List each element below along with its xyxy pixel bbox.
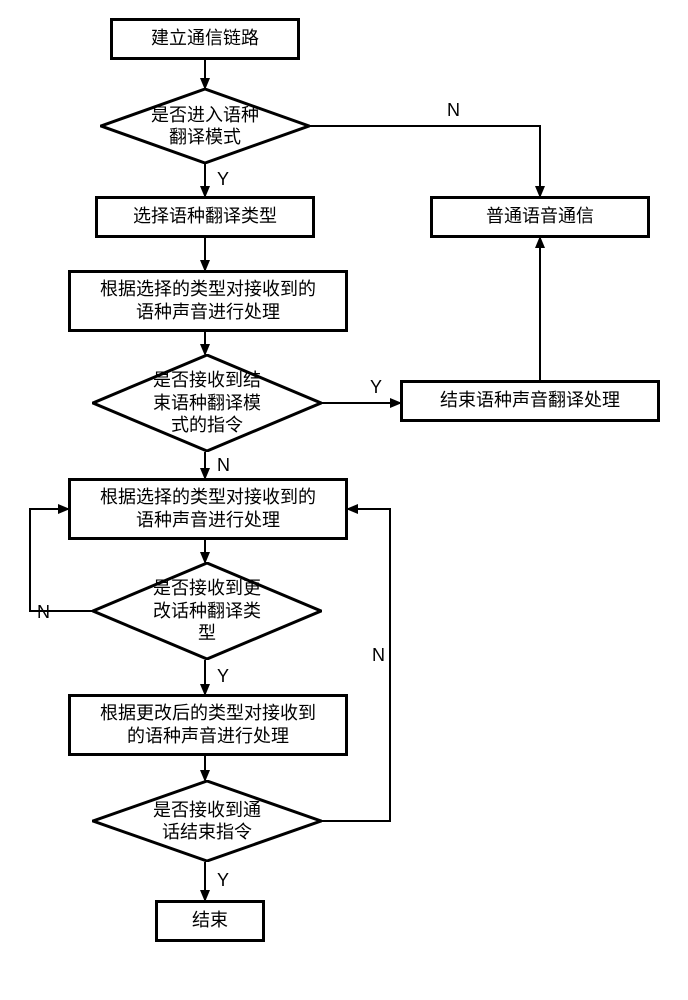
- node-end-translation: 结束语种声音翻译处理: [400, 380, 660, 422]
- node-text: 结束: [192, 909, 228, 932]
- decision-enter-mode: 是否进入语种翻译模式: [100, 88, 310, 164]
- label-d4-n: N: [370, 645, 387, 666]
- node-text: 结束语种声音翻译处理: [440, 389, 620, 412]
- decision-call-end: 是否接收到通话结束指令: [92, 780, 322, 862]
- decision-text: 是否进入语种翻译模式: [151, 104, 259, 149]
- label-d4-y: Y: [215, 870, 231, 891]
- label-d2-n: N: [215, 455, 232, 476]
- node-text: 根据选择的类型对接收到的语种声音进行处理: [100, 278, 316, 325]
- label-d3-y: Y: [215, 666, 231, 687]
- node-process-audio-1: 根据选择的类型对接收到的语种声音进行处理: [68, 270, 348, 332]
- node-text: 根据选择的类型对接收到的语种声音进行处理: [100, 486, 316, 533]
- label-d3-n: N: [35, 602, 52, 623]
- decision-change-type: 是否接收到更改话种翻译类型: [92, 562, 322, 660]
- decision-text: 是否接收到更改话种翻译类型: [153, 577, 261, 645]
- label-d1-n: N: [445, 100, 462, 121]
- decision-end-mode: 是否接收到结束语种翻译模式的指令: [92, 354, 322, 452]
- node-establish-link: 建立通信链路: [110, 18, 300, 60]
- decision-text: 是否接收到通话结束指令: [153, 799, 261, 844]
- node-text: 根据更改后的类型对接收到的语种声音进行处理: [100, 702, 316, 749]
- node-normal-voice: 普通语音通信: [430, 196, 650, 238]
- node-select-type: 选择语种翻译类型: [95, 196, 315, 238]
- node-text: 普通语音通信: [486, 205, 594, 228]
- decision-text: 是否接收到结束语种翻译模式的指令: [153, 369, 261, 437]
- node-process-changed: 根据更改后的类型对接收到的语种声音进行处理: [68, 694, 348, 756]
- label-d1-y: Y: [215, 169, 231, 190]
- node-text: 选择语种翻译类型: [133, 205, 277, 228]
- node-text: 建立通信链路: [151, 27, 259, 50]
- node-end: 结束: [155, 900, 265, 942]
- label-d2-y: Y: [368, 377, 384, 398]
- node-process-audio-2: 根据选择的类型对接收到的语种声音进行处理: [68, 478, 348, 540]
